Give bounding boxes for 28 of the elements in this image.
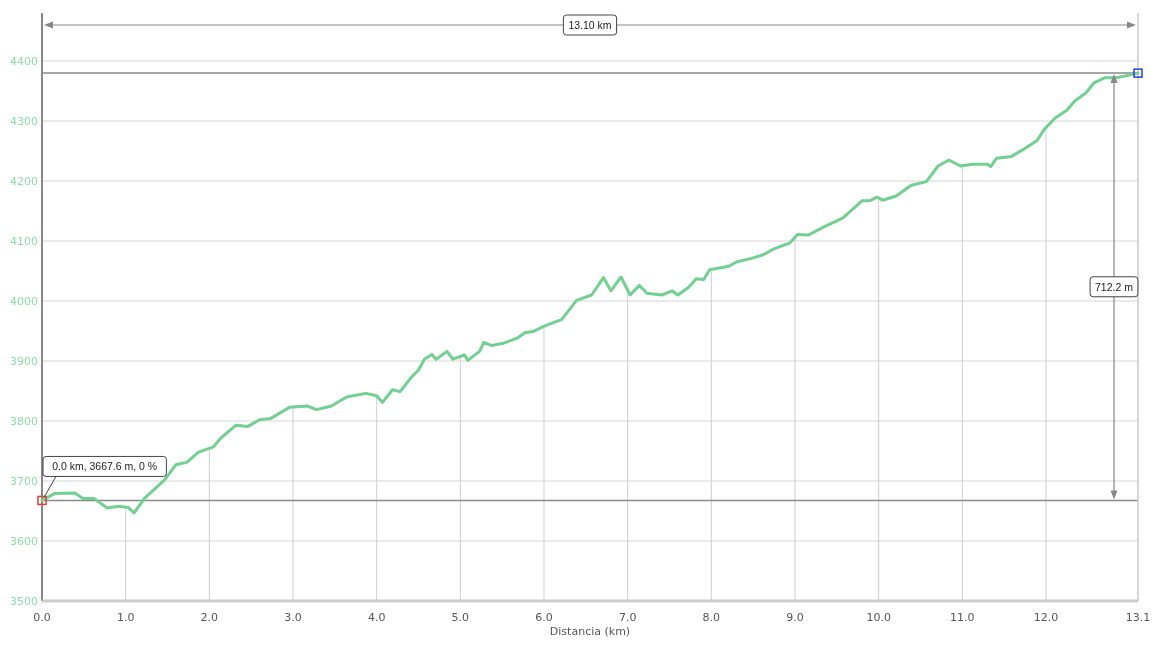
x-tick-label: 13.1	[1125, 611, 1151, 624]
x-tick-label: 3.0	[284, 611, 302, 624]
y-tick-label: 4300	[10, 115, 38, 128]
x-tick-label: 9.0	[786, 611, 804, 624]
x-tick-label: 8.0	[702, 611, 721, 624]
y-tick-label: 3500	[10, 595, 38, 608]
y-tick-label: 4200	[10, 175, 38, 188]
annotation: 0.0 km, 3667.6 m, 0 %	[52, 460, 158, 473]
y-tick-label: 3900	[10, 355, 38, 368]
x-tick-label: 7.0	[618, 611, 637, 624]
annotation: 712.2 m	[1095, 280, 1134, 293]
y-tick-label: 3600	[10, 535, 38, 548]
y-tick-label: 3700	[10, 475, 38, 488]
x-axis-title: Distancia (km)	[549, 625, 631, 638]
y-tick-label: 4400	[10, 55, 38, 68]
annotation: 13.10 km	[568, 19, 612, 31]
x-tick-label: 5.0	[451, 611, 470, 624]
x-tick-label: 1.0	[116, 611, 135, 624]
y-tick-label: 4000	[10, 295, 38, 308]
x-tick-label: 10.0	[866, 611, 891, 624]
x-tick-label: 11.0	[950, 611, 975, 624]
x-tick-label: 4.0	[367, 611, 386, 624]
x-tick-label: 12.0	[1033, 611, 1059, 624]
x-tick-label: 0.0	[33, 611, 51, 624]
y-tick-label: 4100	[10, 235, 38, 248]
x-tick-label: 6.0	[535, 611, 553, 624]
y-tick-label: 3800	[10, 415, 38, 428]
x-tick-label: 2.0	[200, 611, 219, 624]
